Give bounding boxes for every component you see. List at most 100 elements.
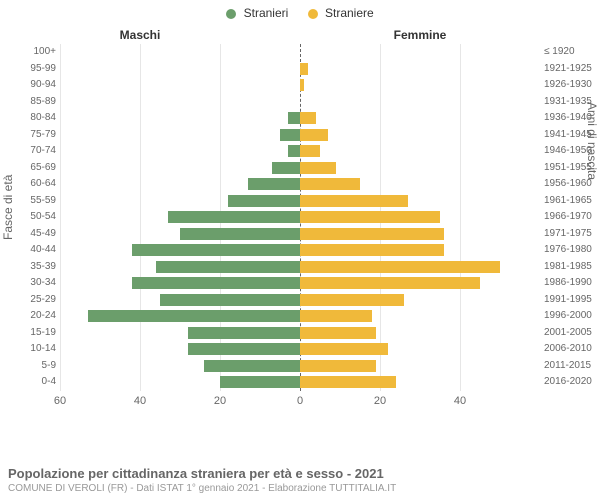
x-tick: 0 xyxy=(297,395,303,407)
birth-label: 1961-1965 xyxy=(544,193,600,209)
table-row xyxy=(60,259,540,275)
bar-male xyxy=(180,228,300,240)
bar-male xyxy=(160,294,300,306)
legend: Stranieri Straniere xyxy=(0,6,600,20)
legend-label-male: Stranieri xyxy=(244,6,289,20)
bar-female xyxy=(300,261,500,273)
birth-label: 1921-1925 xyxy=(544,61,600,77)
bar-female xyxy=(300,129,328,141)
table-row xyxy=(60,160,540,176)
bar-female xyxy=(300,277,480,289)
age-label: 75-79 xyxy=(4,127,56,143)
x-tick: 40 xyxy=(134,395,146,407)
table-row xyxy=(60,292,540,308)
table-row xyxy=(60,44,540,60)
bar-female xyxy=(300,112,316,124)
birth-label: 1926-1930 xyxy=(544,77,600,93)
bar-female xyxy=(300,162,336,174)
bar-female xyxy=(300,376,396,388)
table-row xyxy=(60,242,540,258)
column-title-male: Maschi xyxy=(0,28,280,42)
age-label: 85-89 xyxy=(4,94,56,110)
x-tick: 40 xyxy=(454,395,466,407)
bar-female xyxy=(300,228,444,240)
age-label: 70-74 xyxy=(4,143,56,159)
table-row xyxy=(60,110,540,126)
table-row xyxy=(60,226,540,242)
age-label: 25-29 xyxy=(4,292,56,308)
bar-male xyxy=(228,195,300,207)
bar-male xyxy=(156,261,300,273)
birth-label: 1941-1945 xyxy=(544,127,600,143)
bar-male xyxy=(280,129,300,141)
bar-male xyxy=(188,327,300,339)
table-row xyxy=(60,176,540,192)
birth-label: 1981-1985 xyxy=(544,259,600,275)
table-row xyxy=(60,325,540,341)
bar-female xyxy=(300,211,440,223)
age-label: 40-44 xyxy=(4,242,56,258)
bar-female xyxy=(300,343,388,355)
birth-label: 1956-1960 xyxy=(544,176,600,192)
bar-male xyxy=(220,376,300,388)
table-row xyxy=(60,127,540,143)
x-tick: 20 xyxy=(374,395,386,407)
bar-male xyxy=(188,343,300,355)
bar-female xyxy=(300,178,360,190)
footer-title: Popolazione per cittadinanza straniera p… xyxy=(8,466,592,481)
bar-female xyxy=(300,79,304,91)
age-label: 100+ xyxy=(4,44,56,60)
age-label: 35-39 xyxy=(4,259,56,275)
age-label: 20-24 xyxy=(4,308,56,324)
age-label: 30-34 xyxy=(4,275,56,291)
table-row xyxy=(60,61,540,77)
table-row xyxy=(60,77,540,93)
legend-item-male: Stranieri xyxy=(226,6,288,20)
table-row xyxy=(60,341,540,357)
birth-label: 1976-1980 xyxy=(544,242,600,258)
footer-subtitle: COMUNE DI VEROLI (FR) - Dati ISTAT 1° ge… xyxy=(8,483,592,494)
bar-female xyxy=(300,145,320,157)
table-row xyxy=(60,94,540,110)
bar-female xyxy=(300,327,376,339)
age-label: 55-59 xyxy=(4,193,56,209)
table-row xyxy=(60,358,540,374)
table-row xyxy=(60,143,540,159)
birth-label: 1951-1955 xyxy=(544,160,600,176)
birth-label: 1931-1935 xyxy=(544,94,600,110)
plot-area: 60402002040100+≤ 192095-991921-192590-94… xyxy=(60,44,540,444)
age-label: 60-64 xyxy=(4,176,56,192)
birth-label: 1936-1940 xyxy=(544,110,600,126)
age-label: 5-9 xyxy=(4,358,56,374)
bar-female xyxy=(300,294,404,306)
bar-male xyxy=(168,211,300,223)
birth-label: 2016-2020 xyxy=(544,374,600,390)
legend-item-female: Straniere xyxy=(308,6,374,20)
bar-male xyxy=(248,178,300,190)
bar-female xyxy=(300,195,408,207)
age-label: 65-69 xyxy=(4,160,56,176)
table-row xyxy=(60,374,540,390)
bar-male xyxy=(272,162,300,174)
age-label: 45-49 xyxy=(4,226,56,242)
birth-label: 1946-1950 xyxy=(544,143,600,159)
bar-female xyxy=(300,244,444,256)
bar-female xyxy=(300,63,308,75)
circle-icon xyxy=(226,9,236,19)
birth-label: 1966-1970 xyxy=(544,209,600,225)
bar-male xyxy=(132,277,300,289)
footer: Popolazione per cittadinanza straniera p… xyxy=(8,466,592,494)
birth-label: ≤ 1920 xyxy=(544,44,600,60)
age-label: 10-14 xyxy=(4,341,56,357)
pyramid-chart: Stranieri Straniere Maschi Femmine Fasce… xyxy=(0,0,600,500)
age-label: 90-94 xyxy=(4,77,56,93)
table-row xyxy=(60,193,540,209)
bar-female xyxy=(300,310,372,322)
birth-label: 2011-2015 xyxy=(544,358,600,374)
table-row xyxy=(60,209,540,225)
legend-label-female: Straniere xyxy=(325,6,374,20)
birth-label: 2006-2010 xyxy=(544,341,600,357)
birth-label: 1991-1995 xyxy=(544,292,600,308)
circle-icon xyxy=(308,9,318,19)
x-tick: 20 xyxy=(214,395,226,407)
